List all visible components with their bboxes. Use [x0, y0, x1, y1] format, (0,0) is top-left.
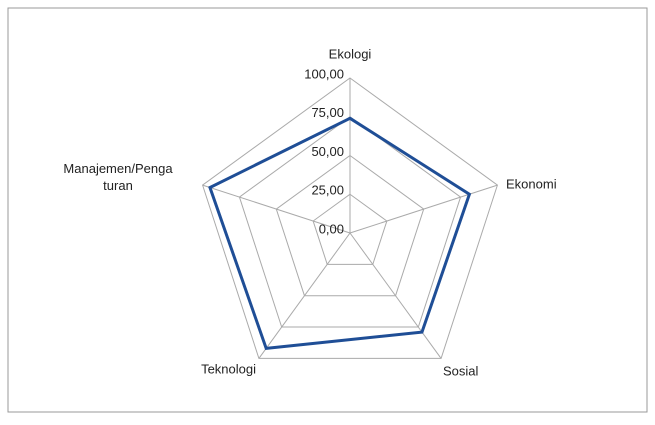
category-label: Ekologi — [329, 46, 372, 61]
category-label-box: Manajemen/Pengaturan — [63, 161, 173, 193]
tick-label: 50,00 — [311, 144, 344, 159]
category-label: Ekonomi — [506, 176, 557, 191]
category-label: Manajemen/Pengaturan — [63, 161, 173, 193]
grid-ring — [238, 116, 462, 328]
grid-ring — [201, 77, 499, 359]
tick-label: 75,00 — [311, 105, 344, 120]
category-label: Sosial — [443, 363, 479, 378]
tick-label: 25,00 — [311, 183, 344, 198]
category-label: Teknologi — [201, 361, 256, 376]
series-line — [208, 116, 472, 350]
tick-label: 0,00 — [319, 221, 344, 236]
grid-ring — [312, 193, 388, 265]
grid-ring — [275, 154, 425, 297]
tick-label: 100,00 — [304, 66, 344, 81]
